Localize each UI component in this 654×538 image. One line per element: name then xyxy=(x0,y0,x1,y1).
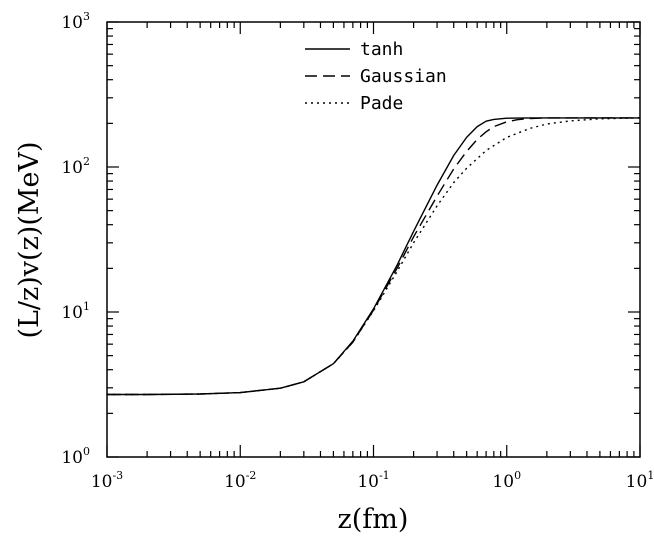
x-tick-label: 10-1 xyxy=(357,469,389,492)
x-tick-label: 10-2 xyxy=(224,469,256,492)
legend-label-gaussian: Gaussian xyxy=(360,66,447,87)
series-lines xyxy=(107,117,641,396)
x-tick-label: 10-3 xyxy=(91,469,123,492)
legend-label-tanh: tanh xyxy=(360,39,403,60)
series-line-tanh xyxy=(107,117,640,396)
legend: tanh Gaussian Pade xyxy=(305,39,447,114)
series-line-gaussian xyxy=(107,117,640,396)
legend-label-pade: Pade xyxy=(360,93,403,114)
y-tick-labels: 100 101 102 103 xyxy=(61,10,90,468)
x-tick-labels: 10-3 10-2 10-1 100 101 xyxy=(91,469,654,492)
x-tick-label: 101 xyxy=(626,469,654,492)
x-axis-title: z(fm) xyxy=(338,504,409,535)
y-axis-title: (L/z)v(z)(MeV) xyxy=(14,141,45,338)
y-tick-label: 102 xyxy=(61,155,90,178)
x-tick-label: 100 xyxy=(492,469,521,492)
plot-frame xyxy=(106,21,641,458)
series-line-pade xyxy=(107,117,641,396)
y-tick-label: 103 xyxy=(61,10,90,33)
axis-ticks xyxy=(106,21,641,458)
y-tick-label: 100 xyxy=(61,445,90,468)
y-tick-label: 101 xyxy=(61,300,90,323)
